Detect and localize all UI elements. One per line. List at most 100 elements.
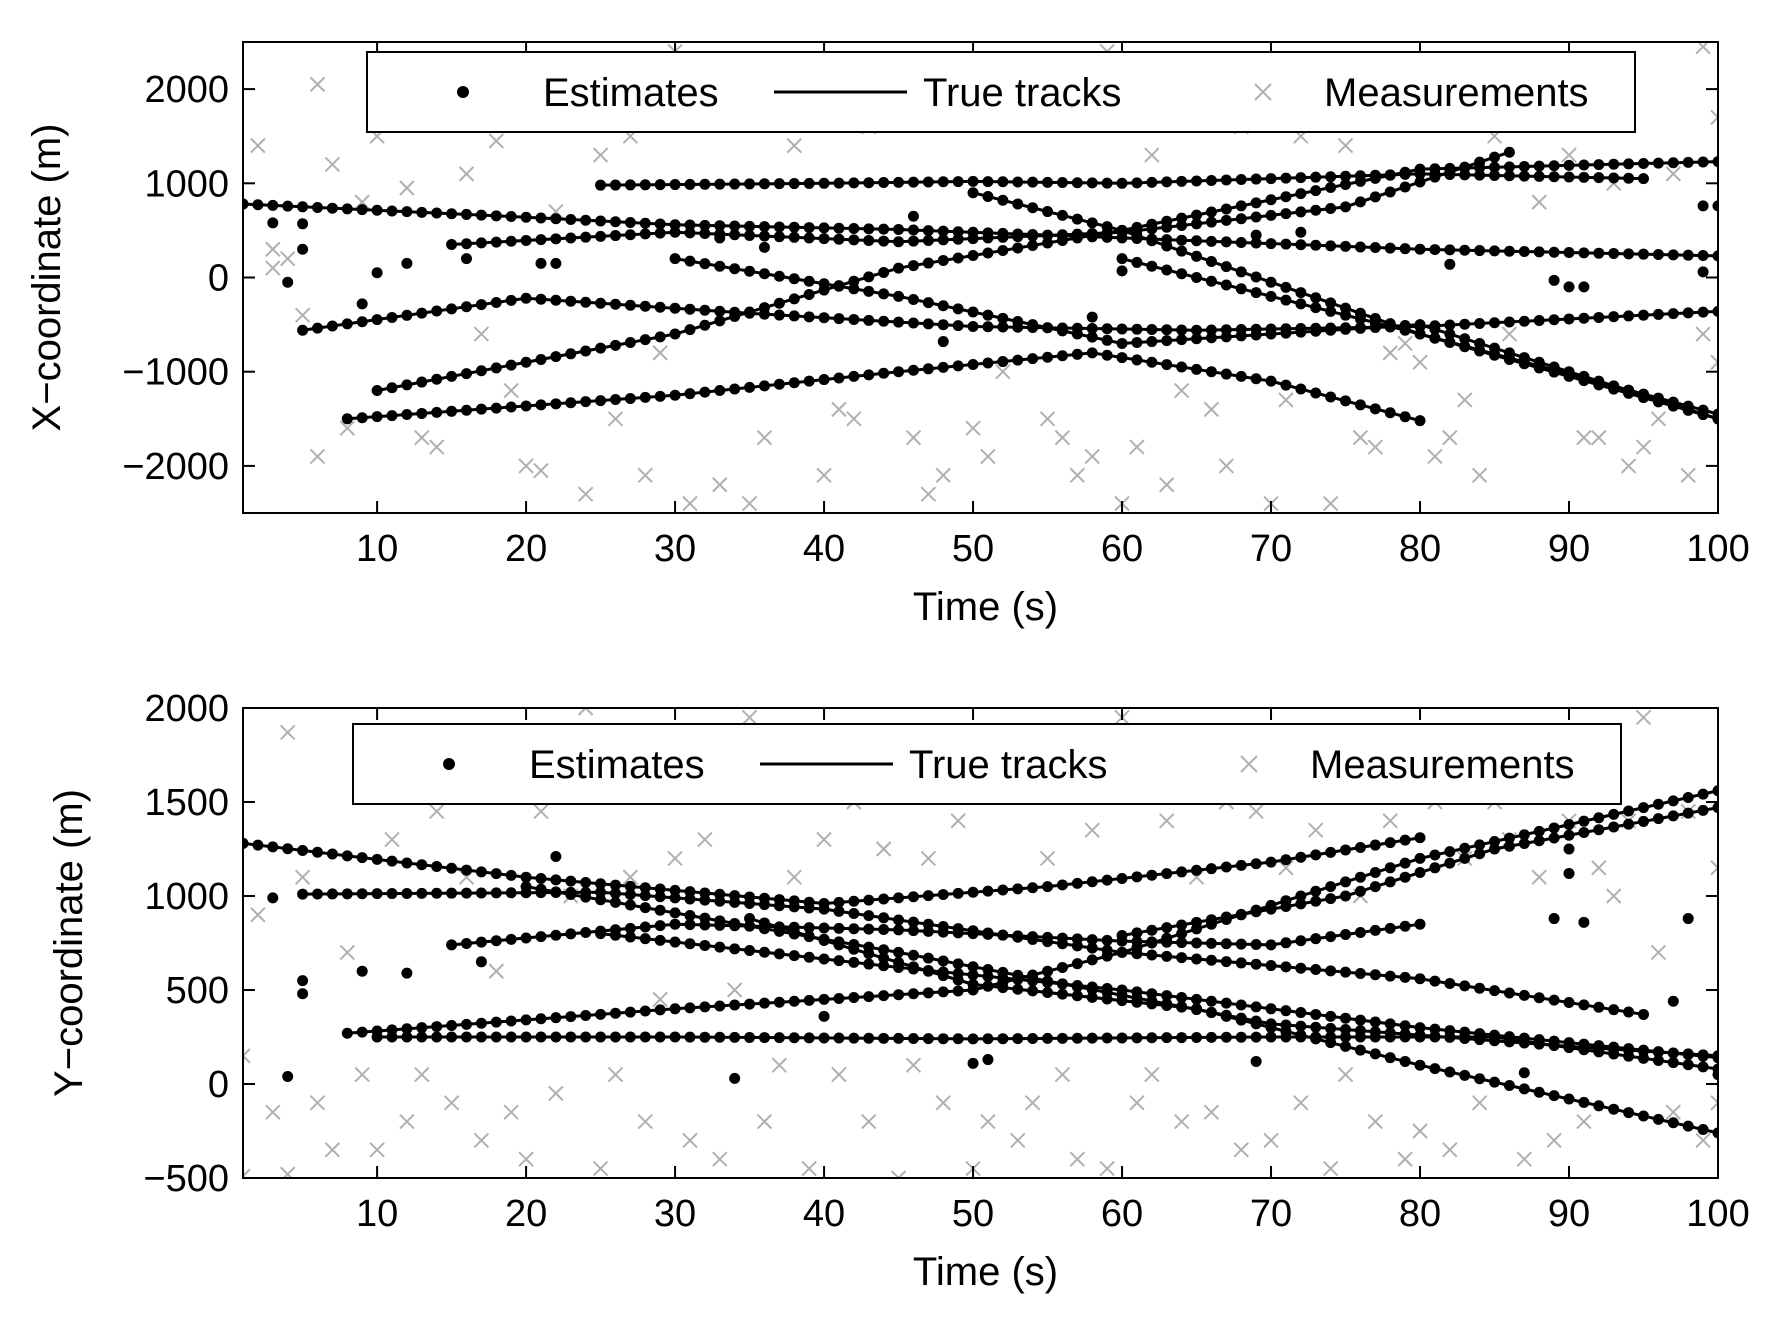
estimate-point <box>699 228 711 240</box>
estimate-point <box>1503 987 1515 999</box>
measurement-point-stroke-b <box>875 841 892 857</box>
estimate-point <box>669 302 681 314</box>
estimate-point <box>1548 913 1560 925</box>
estimates <box>243 785 1718 1139</box>
estimate-point <box>416 1031 428 1043</box>
estimate-point <box>1265 238 1277 250</box>
estimate-point <box>1623 248 1635 260</box>
estimate-point <box>431 373 443 385</box>
estimate-point <box>1205 366 1217 378</box>
estimate-point <box>1235 283 1247 295</box>
measurement-point-stroke-b <box>1084 448 1100 465</box>
estimate-point <box>967 358 979 370</box>
estimate-point <box>699 1031 711 1043</box>
estimate-point <box>386 205 398 217</box>
estimate-point <box>565 232 577 244</box>
estimate-point <box>997 972 1009 984</box>
measurement-point <box>1337 1066 1354 1083</box>
measurement-point-stroke-b <box>816 831 832 848</box>
estimate-point <box>1667 810 1679 822</box>
measurement-point <box>488 133 504 149</box>
estimate-point <box>1459 1026 1471 1038</box>
estimate-point <box>1354 926 1366 938</box>
estimate-point <box>1310 302 1322 314</box>
estimate-point <box>1563 1037 1575 1049</box>
measurement-point <box>637 1113 653 1130</box>
estimate-point <box>1176 1001 1188 1013</box>
estimate-point <box>609 216 621 228</box>
estimate-point <box>1310 849 1322 861</box>
estimate-point <box>520 1031 532 1043</box>
estimate-point <box>967 928 979 940</box>
measurement-point <box>1203 1104 1220 1120</box>
estimate-point <box>580 214 592 226</box>
estimate-point <box>1012 1033 1024 1045</box>
estimate-point <box>1325 324 1337 336</box>
estimate-point <box>922 176 934 188</box>
estimate-point <box>863 894 875 906</box>
estimate-point <box>669 907 681 919</box>
measurement-point <box>592 147 609 163</box>
estimate-point <box>654 920 666 932</box>
estimate-point <box>1712 200 1718 212</box>
estimate-point <box>609 879 621 891</box>
estimate-point <box>1235 213 1247 225</box>
measurement-point-stroke-b <box>1203 401 1220 418</box>
estimate-point <box>1205 1007 1217 1019</box>
measurement-point <box>279 724 296 741</box>
estimate-point <box>684 893 696 905</box>
estimate-point <box>803 994 815 1006</box>
measurement-point <box>1054 1066 1071 1083</box>
estimate-point <box>1623 818 1635 830</box>
estimate-point <box>1533 825 1545 837</box>
estimate-point <box>1131 996 1143 1008</box>
estimate-point <box>1086 954 1098 966</box>
estimate-point <box>1608 158 1620 170</box>
measurement-point <box>831 1066 847 1083</box>
estimate-point <box>967 961 979 973</box>
estimate-point <box>1489 1076 1501 1088</box>
estimate-point <box>490 402 502 414</box>
estimate-point <box>684 324 696 336</box>
estimate-point <box>907 235 919 247</box>
estimate-point <box>1578 312 1590 324</box>
estimate-point <box>788 950 800 962</box>
estimate-point <box>416 307 428 319</box>
estimate-point <box>297 988 309 1000</box>
estimate-point <box>1101 334 1113 346</box>
estimate-point <box>535 883 547 895</box>
estimate-point <box>1384 407 1396 419</box>
measurement-point <box>1412 354 1428 370</box>
measurement-point <box>414 1066 430 1083</box>
measurement-point-stroke-b <box>637 467 653 484</box>
estimate-point <box>1489 985 1501 997</box>
measurement-point-stroke-b <box>652 991 668 1008</box>
estimate-point <box>1608 1004 1620 1016</box>
measurement-point-stroke-b <box>846 411 862 427</box>
estimate-point <box>243 198 249 210</box>
measurement-point-stroke-b <box>1695 1132 1711 1149</box>
estimate-point <box>1071 328 1083 340</box>
estimate-point <box>1712 156 1718 168</box>
measurement-point <box>309 76 326 93</box>
estimate-point <box>788 178 800 190</box>
estimate-point <box>550 398 562 410</box>
estimate-point <box>1667 1057 1679 1069</box>
measurement-point <box>1039 850 1056 867</box>
measurement-point-stroke-b <box>607 1066 624 1083</box>
estimate-point <box>1712 413 1718 425</box>
x-tick-label: 70 <box>1250 1193 1292 1235</box>
estimate-point <box>758 241 770 253</box>
estimate-point <box>1131 323 1143 335</box>
estimate-point <box>1220 203 1232 215</box>
estimate-point <box>252 199 264 211</box>
estimates <box>243 146 1718 427</box>
y-tick-label: 500 <box>166 970 229 1012</box>
measurement-point <box>861 1113 877 1130</box>
estimate-point <box>1503 316 1515 328</box>
estimate-point <box>1682 791 1694 803</box>
measurement-point <box>1635 439 1652 455</box>
estimate-point <box>595 894 607 906</box>
estimate-point <box>1340 890 1352 902</box>
estimate-point <box>550 294 562 306</box>
